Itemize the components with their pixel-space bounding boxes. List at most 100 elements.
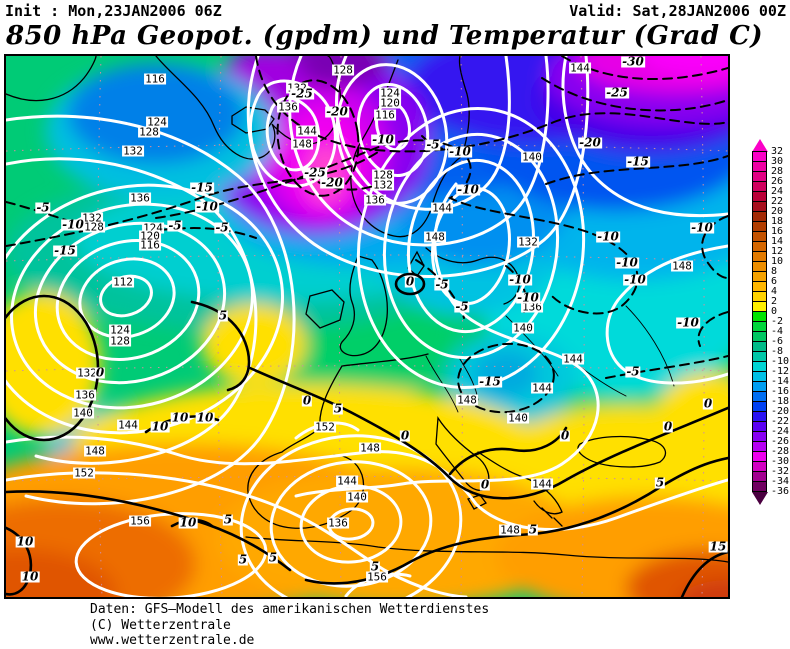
geopotential-label: 148 xyxy=(499,523,521,537)
geopotential-label: 128 xyxy=(109,334,131,348)
colorbar-tick-label: 18 xyxy=(771,216,784,227)
geopotential-label: 144 xyxy=(296,124,318,138)
footer-credits: Daten: GFS—Modell des amerikanischen Wet… xyxy=(90,602,489,649)
temperature-label: -25 xyxy=(605,85,629,100)
geopotential-label: 116 xyxy=(374,108,396,122)
temperature-label: -10 xyxy=(623,272,647,287)
temperature-label: -10 xyxy=(448,144,472,159)
temperature-label: -30 xyxy=(621,54,645,69)
weather-map-canvas xyxy=(6,56,728,597)
colorbar-tick-label: 6 xyxy=(771,276,778,287)
temperature-label: 0 xyxy=(559,428,571,443)
temperature-label: 5 xyxy=(267,550,279,565)
colorbar-tick-label: 20 xyxy=(771,206,784,217)
temperature-field-blobs xyxy=(6,56,728,597)
geopotential-label: 140 xyxy=(72,406,94,420)
temperature-label: -10 xyxy=(456,182,480,197)
colorbar-tick-label: -18 xyxy=(771,396,790,407)
temperature-label: 0 xyxy=(662,419,674,434)
colorbar-tick-label: -20 xyxy=(771,406,790,417)
colorbar-tick-label: -24 xyxy=(771,426,790,437)
geopotential-label: 120 xyxy=(379,96,401,110)
geopotential-label: 116 xyxy=(139,238,161,252)
geopotential-label: 116 xyxy=(144,72,166,86)
temperature-label: -10 xyxy=(508,272,532,287)
geopotential-label: 124 xyxy=(109,323,131,337)
geopotential-label: 140 xyxy=(507,411,529,425)
geopotential-label: 128 xyxy=(372,168,394,182)
temperature-label: 5 xyxy=(332,401,344,416)
temperature-label: -10 xyxy=(676,315,700,330)
weather-map: 1161241281321281321361441481241201161281… xyxy=(4,54,730,599)
colorbar-tick-label: -28 xyxy=(771,446,790,457)
geopotential-label: 148 xyxy=(291,137,313,151)
temperature-label: 0 xyxy=(404,274,416,289)
colorbar-tick-label: -22 xyxy=(771,416,790,427)
geopotential-label: 148 xyxy=(456,393,478,407)
geopotential-label: 156 xyxy=(129,514,151,528)
colorbar-tick-label: -30 xyxy=(771,456,790,467)
temperature-label: -15 xyxy=(478,374,502,389)
colorbar-tick-label: 0 xyxy=(771,306,778,317)
geopotential-label: 132 xyxy=(517,235,539,249)
temperature-label: -20 xyxy=(320,175,344,190)
geopotential-label: 112 xyxy=(112,275,134,289)
colorbar-tick-label: -36 xyxy=(771,486,790,497)
temperature-label: -5 xyxy=(425,137,441,152)
temperature-label: 15 xyxy=(708,539,728,554)
geopotential-label: 140 xyxy=(521,150,543,164)
temperature-label: -20 xyxy=(578,135,602,150)
colorbar-tick-label: 22 xyxy=(771,196,784,207)
colorbar-tick-label: -6 xyxy=(771,336,784,347)
temperature-label: 0 xyxy=(399,428,411,443)
temperature-label: 10 xyxy=(15,534,35,549)
geopotential-label: 156 xyxy=(366,570,388,584)
colorbar-tick-label: 14 xyxy=(771,236,784,247)
geopotential-label: 140 xyxy=(346,490,368,504)
geopotential-label: 124 xyxy=(379,86,401,100)
geopotential-label: 128 xyxy=(138,125,160,139)
temperature-label: 10 xyxy=(150,419,170,434)
geopotential-label: 148 xyxy=(84,444,106,458)
temperature-label: -10 xyxy=(516,290,540,305)
geopotential-label: 132 xyxy=(81,211,103,225)
colorbar-arrow-down xyxy=(752,492,768,505)
geopotential-label: 132 xyxy=(76,366,98,380)
footer-data-source: Daten: GFS—Modell des amerikanischen Wet… xyxy=(90,602,490,617)
colorbar-tick-label: -12 xyxy=(771,366,790,377)
init-time-label: Init : Mon,23JAN2006 06Z xyxy=(5,2,222,20)
temperature-label: 10 xyxy=(178,515,198,530)
geopotential-label: 136 xyxy=(521,300,543,314)
colorbar-tick-label: 4 xyxy=(771,286,778,297)
geopotential-label: 128 xyxy=(332,63,354,77)
geopotential-label: 120 xyxy=(139,229,161,243)
temperature-label: -15 xyxy=(53,243,77,258)
colorbar-tick-label: -16 xyxy=(771,386,790,397)
temperature-label: 0 xyxy=(479,477,491,492)
temperature-colorbar: 32 30 28 26 24 22 20 18 16 14 12 10 8 6 4 2 0 -2 -4 -6 -8 -10… xyxy=(752,139,790,505)
colorbar-tick-label: 10 xyxy=(771,256,784,267)
geopotential-label: 144 xyxy=(531,477,553,491)
temperature-label: 5 xyxy=(237,552,249,567)
geopotential-label: 128 xyxy=(83,220,105,234)
colorbar-tick-label: -8 xyxy=(771,346,784,357)
geopotential-label: 132 xyxy=(286,82,308,94)
temperature-label: -10 xyxy=(61,217,85,232)
temperature-label: -5 xyxy=(625,364,641,379)
colorbar-tick-label: 26 xyxy=(771,176,784,187)
temperature-label: 5 xyxy=(527,522,539,537)
geopotential-label: 148 xyxy=(671,259,693,273)
footer-url: www.wetterzentrale.de xyxy=(90,633,255,648)
header-row: Init : Mon,23JAN2006 06Z Valid: Sat,28JA… xyxy=(5,2,786,20)
temperature-label: 10 xyxy=(170,410,190,425)
temperature-label: -25 xyxy=(303,165,327,180)
temperature-label: 0 xyxy=(94,365,106,380)
colorbar-tick-label: -26 xyxy=(771,436,790,447)
temperature-label: 10 xyxy=(195,410,215,425)
geopotential-label: 144 xyxy=(336,474,358,488)
geopotential-label: 136 xyxy=(364,193,386,207)
temperature-label: -10 xyxy=(596,229,620,244)
geopotential-label: 152 xyxy=(314,420,336,434)
temperature-label: -25 xyxy=(290,86,314,101)
temperature-label: 5 xyxy=(222,512,234,527)
